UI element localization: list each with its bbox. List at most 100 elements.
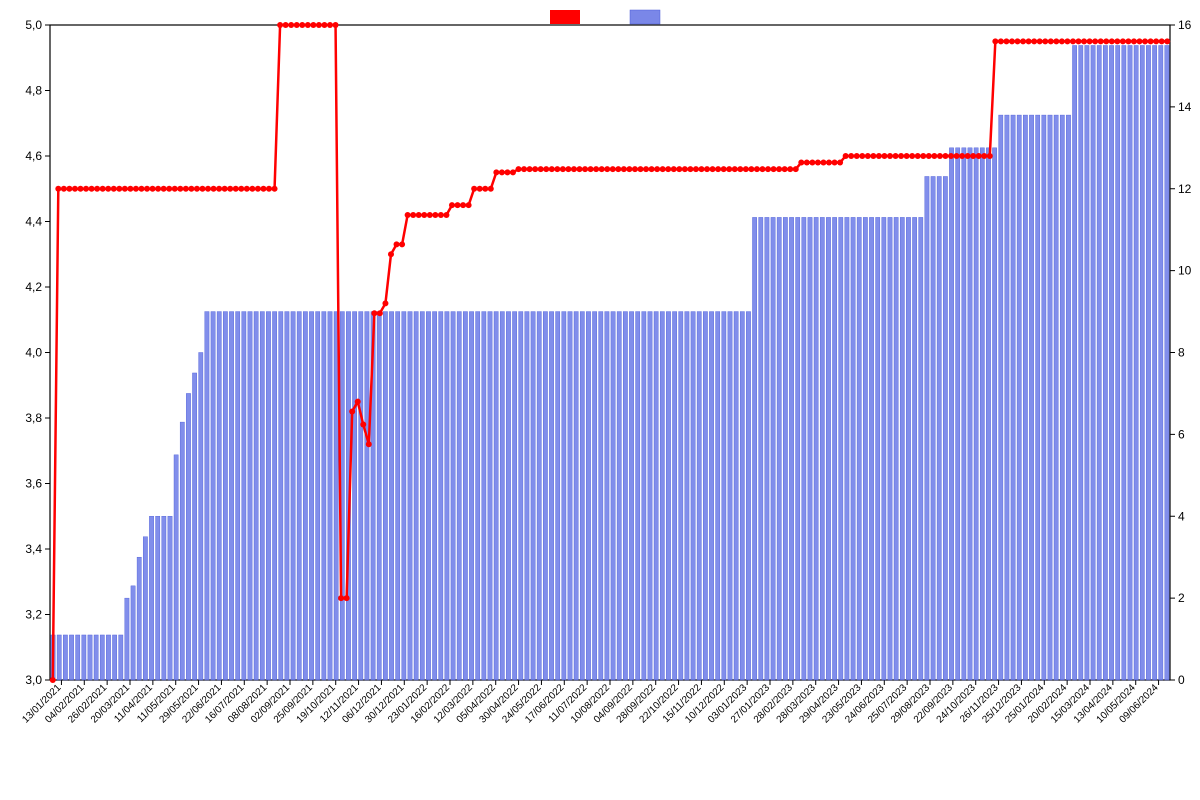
bar (1060, 115, 1064, 680)
line-marker (100, 186, 106, 192)
line-marker (704, 166, 710, 172)
bar (494, 312, 498, 680)
line-marker (754, 166, 760, 172)
bar (796, 217, 800, 680)
line-marker (388, 251, 394, 257)
line-marker (538, 166, 544, 172)
bar (1054, 115, 1058, 680)
line-marker (815, 160, 821, 166)
bar (642, 312, 646, 680)
line-marker (737, 166, 743, 172)
line-marker (482, 186, 488, 192)
line-marker (676, 166, 682, 172)
line-marker (294, 22, 300, 28)
dual-axis-chart: 3,03,23,43,63,84,04,24,44,64,85,00246810… (0, 0, 1200, 800)
bar (143, 537, 147, 680)
line-marker (166, 186, 172, 192)
bar (426, 312, 430, 680)
bar (1072, 45, 1076, 680)
bar (562, 312, 566, 680)
bar (199, 353, 203, 681)
bar (802, 217, 806, 680)
line-marker (1098, 38, 1104, 44)
line-marker (1037, 38, 1043, 44)
line-marker (321, 22, 327, 28)
bar (703, 312, 707, 680)
line-marker (371, 310, 377, 316)
bar (820, 217, 824, 680)
line-marker (599, 166, 605, 172)
bar (408, 312, 412, 680)
line-marker (360, 422, 366, 428)
bar (888, 217, 892, 680)
bar (94, 635, 98, 680)
bar (1091, 45, 1095, 680)
line-marker (405, 212, 411, 218)
bar (162, 516, 166, 680)
bar (937, 176, 941, 680)
line-marker (665, 166, 671, 172)
bar (377, 312, 381, 680)
bar (728, 312, 732, 680)
line-marker (1142, 38, 1148, 44)
line-marker (593, 166, 599, 172)
bar (851, 217, 855, 680)
bar (537, 312, 541, 680)
y-left-tick-label: 4,0 (25, 346, 42, 360)
line-marker (122, 186, 128, 192)
bar (242, 312, 246, 680)
line-marker (926, 153, 932, 159)
bar (1097, 45, 1101, 680)
line-marker (637, 166, 643, 172)
line-marker (333, 22, 339, 28)
line-marker (188, 186, 194, 192)
bar (254, 312, 258, 680)
y-left-tick-label: 4,2 (25, 280, 42, 294)
bar (931, 176, 935, 680)
line-marker (942, 153, 948, 159)
y-left-tick-label: 3,6 (25, 477, 42, 491)
y-right-tick-label: 2 (1178, 591, 1185, 605)
bar (894, 217, 898, 680)
bar (869, 217, 873, 680)
line-marker (832, 160, 838, 166)
bar (1023, 115, 1027, 680)
bar (445, 312, 449, 680)
bar (137, 557, 141, 680)
bar (568, 312, 572, 680)
line-marker (272, 186, 278, 192)
bar (876, 217, 880, 680)
line-marker (421, 212, 427, 218)
bar (992, 148, 996, 680)
y-left-tick-label: 4,4 (25, 215, 42, 229)
bar (592, 312, 596, 680)
line-marker (610, 166, 616, 172)
bar (832, 217, 836, 680)
bar (808, 217, 812, 680)
line-marker (1076, 38, 1082, 44)
line-marker (288, 22, 294, 28)
line-marker (577, 166, 583, 172)
line-marker (765, 166, 771, 172)
line-marker (410, 212, 416, 218)
y-right-tick-label: 10 (1178, 264, 1192, 278)
bar (636, 312, 640, 680)
y-right-tick-label: 14 (1178, 100, 1192, 114)
bar (962, 148, 966, 680)
y-right-tick-label: 8 (1178, 346, 1185, 360)
line-marker (759, 166, 765, 172)
line-marker (1064, 38, 1070, 44)
line-marker (965, 153, 971, 159)
line-marker (854, 153, 860, 159)
bar (1029, 115, 1033, 680)
bar (180, 422, 184, 680)
bar (469, 312, 473, 680)
bar (365, 312, 369, 680)
line-marker (244, 186, 250, 192)
bar (980, 148, 984, 680)
line-marker (1031, 38, 1037, 44)
line-marker (915, 153, 921, 159)
bar (106, 635, 110, 680)
bar (1128, 45, 1132, 680)
bar (500, 312, 504, 680)
